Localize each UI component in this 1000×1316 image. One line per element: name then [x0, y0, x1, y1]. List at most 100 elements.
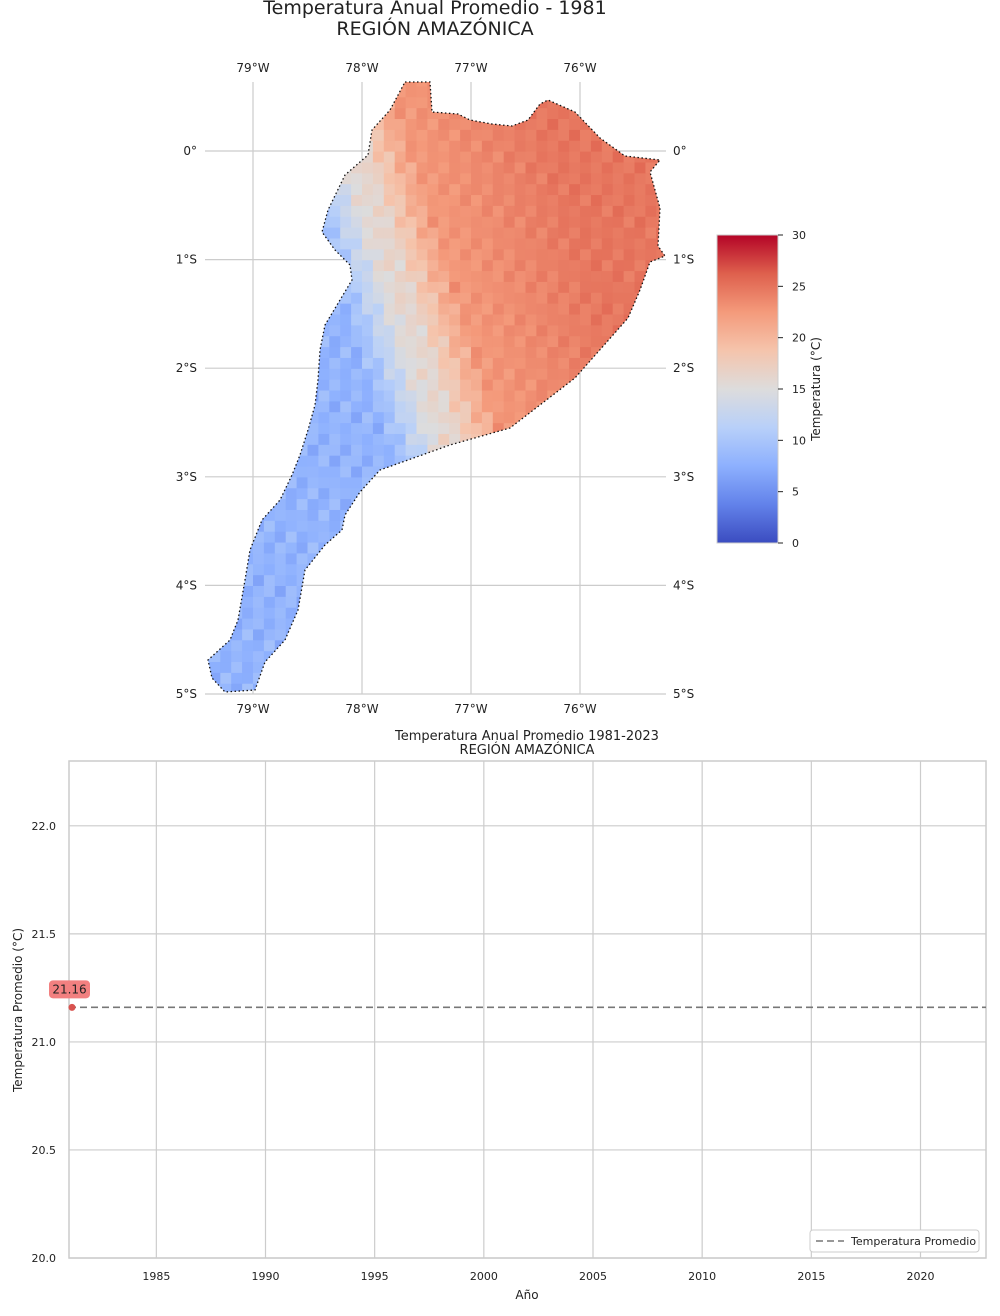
raster-cell [285, 129, 298, 141]
raster-cell [449, 411, 461, 424]
raster-cell [656, 563, 665, 576]
raster-cell [580, 531, 592, 543]
raster-cell [558, 531, 570, 543]
raster-cell [208, 487, 210, 500]
raster-cell [231, 85, 243, 98]
raster-cell [231, 237, 243, 250]
raster-cell [656, 96, 665, 109]
raster-cell [492, 596, 505, 608]
raster-cell [340, 531, 352, 543]
raster-cell [558, 422, 570, 434]
raster-cell [208, 129, 210, 141]
raster-cell [460, 270, 472, 282]
raster-cell [590, 650, 603, 663]
raster-cell [405, 531, 418, 543]
raster-cell [536, 520, 548, 532]
raster-cell [231, 161, 243, 174]
raster-cell [471, 585, 483, 597]
raster-cell [569, 96, 581, 109]
raster-cell [263, 509, 276, 521]
raster-cell [340, 487, 352, 500]
raster-cell [285, 216, 298, 228]
raster-cell [253, 216, 265, 228]
raster-cell [623, 661, 636, 673]
raster-cell [394, 650, 407, 663]
temperature-line-chart: Temperatura Anual Promedio 1981-2023 REG… [11, 729, 987, 1302]
raster-cell [645, 531, 657, 543]
raster-cell [329, 498, 341, 510]
raster-cell [438, 607, 450, 619]
temperature-raster [208, 82, 665, 692]
raster-cell [460, 444, 472, 456]
raster-cell [220, 498, 232, 510]
raster-cell [427, 292, 439, 304]
raster-cell [634, 96, 646, 109]
raster-cell [383, 520, 396, 532]
raster-cell [231, 465, 243, 478]
raster-cell [547, 324, 559, 337]
raster-cell [296, 574, 309, 586]
raster-cell [263, 161, 276, 174]
raster-cell [492, 129, 505, 141]
raster-cell [307, 292, 319, 304]
raster-cell [656, 672, 665, 684]
raster-cell [645, 313, 657, 326]
raster-cell [208, 205, 210, 217]
raster-cell [231, 487, 243, 500]
raster-cell [318, 303, 330, 315]
raster-cell [318, 650, 330, 663]
raster-cell [362, 96, 374, 109]
raster-cell [471, 628, 483, 641]
map-ytick-right: 5°S [673, 687, 694, 701]
raster-cell [427, 151, 439, 163]
raster-cell [547, 520, 559, 532]
raster-cell [405, 465, 418, 478]
raster-cell [590, 444, 603, 456]
raster-cell [329, 389, 341, 402]
raster-cell [220, 129, 232, 141]
raster-cell [601, 520, 614, 532]
raster-cell [601, 433, 614, 445]
raster-cell [590, 368, 603, 380]
raster-cell [394, 292, 407, 304]
raster-cell [449, 422, 461, 434]
raster-cell [569, 683, 581, 692]
raster-cell [209, 563, 221, 576]
raster-cell [656, 433, 665, 445]
raster-cell [645, 661, 657, 673]
raster-cell [307, 520, 319, 532]
raster-cell [514, 552, 527, 565]
raster-cell [580, 172, 592, 185]
raster-cell [253, 205, 265, 217]
raster-cell [307, 563, 319, 576]
raster-cell [645, 433, 657, 445]
raster-cell [416, 661, 428, 673]
raster-cell [558, 118, 570, 130]
raster-cell [481, 411, 494, 424]
raster-cell [405, 498, 418, 510]
raster-cell [449, 639, 461, 652]
raster-cell [274, 118, 287, 130]
raster-cell [405, 400, 418, 413]
raster-cell [503, 216, 516, 228]
map-ytick-right: 0° [673, 144, 687, 158]
raster-cell [307, 335, 319, 348]
raster-cell [590, 379, 603, 391]
raster-cell [220, 465, 232, 478]
raster-cell [503, 444, 516, 456]
raster-cell [285, 487, 298, 500]
raster-cell [274, 357, 287, 369]
raster-cell [242, 639, 254, 652]
raster-cell [307, 585, 319, 597]
raster-cell [634, 129, 646, 141]
raster-cell [438, 324, 450, 337]
raster-cell [449, 672, 461, 684]
raster-cell [514, 313, 527, 326]
raster-cell [634, 444, 646, 456]
raster-cell [351, 335, 363, 348]
raster-cell [220, 346, 232, 358]
raster-cell [460, 498, 472, 510]
raster-cell [394, 161, 407, 174]
raster-cell [274, 96, 287, 109]
raster-cell [263, 596, 276, 608]
